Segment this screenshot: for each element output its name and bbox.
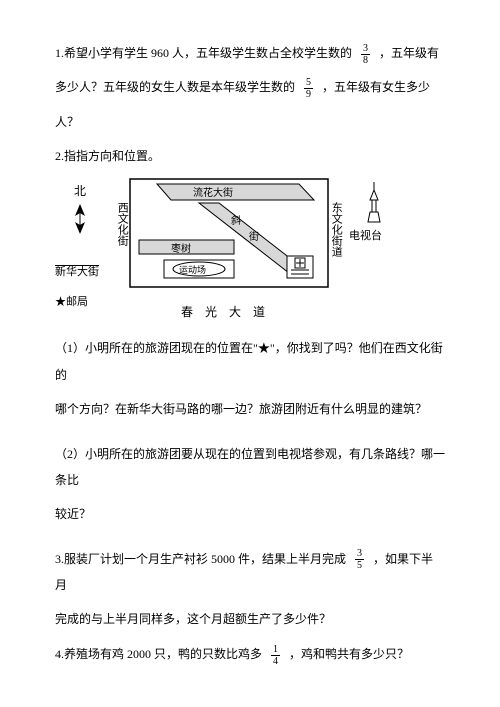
compass-icon bbox=[67, 204, 93, 234]
q1-text2: ，五年级有 bbox=[379, 46, 439, 60]
q1-text3: 多少人？五年级的女生人数是本年级学生数的 bbox=[55, 80, 295, 94]
q4-text2: ，鸡和鸭共有多少只？ bbox=[289, 647, 409, 661]
q1-line1: 1.希望小学有学生 960 人，五年级学生数占全校学生数的 3 8 ，五年级有 bbox=[55, 40, 445, 66]
map-diagram: 北 新华大街 ★邮局 西文化街 bbox=[55, 178, 445, 326]
compass: 北 bbox=[55, 178, 105, 234]
map-center: 西文化街 bbox=[115, 178, 343, 326]
west-culture-street: 西文化街 bbox=[115, 202, 129, 250]
q4-text1: 4.养殖场有鸡 2000 只，鸭的只数比鸡多 bbox=[55, 647, 262, 661]
left-labels: 新华大街 ★邮局 bbox=[55, 260, 115, 314]
q3-line1: 3.服装厂计划一个月生产衬衫 5000 件，结果上半月完成 3 5 ，如果下半月 bbox=[55, 546, 445, 599]
zaoshu-label: 枣树 bbox=[171, 239, 191, 261]
q1-line3: 人？ bbox=[55, 109, 445, 135]
q1-text4: ，五年级有女生多少 bbox=[322, 80, 430, 94]
post-office: ★邮局 bbox=[55, 290, 115, 314]
q2-sub2b: 较近？ bbox=[55, 501, 445, 527]
q4-line1: 4.养殖场有鸡 2000 只，鸭的只数比鸡多 1 4 ，鸡和鸭共有多少只？ bbox=[55, 641, 445, 667]
east-culture-street: 东文化街道 bbox=[329, 202, 343, 261]
q1-text1: 1.希望小学有学生 960 人，五年级学生数占全校学生数的 bbox=[55, 46, 352, 60]
q2-sub2a: （2）小明所在的旅游团要从现在的位置到电视塔参观，有几条路线？哪一条比 bbox=[55, 441, 445, 494]
q1-fraction1: 3 8 bbox=[361, 43, 370, 66]
map-left-column: 北 新华大街 ★邮局 bbox=[55, 178, 115, 315]
right-labels: 电视台 bbox=[349, 182, 399, 248]
jie-label: 街 bbox=[249, 227, 259, 249]
q2-sub1b: 哪个方向？在新华大街马路的哪一边？旅游团附近有什么明显的建筑？ bbox=[55, 396, 445, 422]
q1-line2: 多少人？五年级的女生人数是本年级学生数的 5 9 ，五年级有女生多少 bbox=[55, 74, 445, 100]
tv-tower-icon bbox=[362, 182, 386, 224]
q3-line2: 完成的与上半月同样多，这个月超额生产了多少件？ bbox=[55, 606, 445, 632]
q2-sub1a: （1）小明所在的旅游团现在的位置在"★"，你找到了吗？他们在西文化街的 bbox=[55, 335, 445, 388]
liuhua-label: 流花大街 bbox=[193, 183, 233, 205]
compass-label: 北 bbox=[55, 178, 105, 204]
tv-station-label: 电视台 bbox=[349, 224, 399, 248]
xie-label: 斜 bbox=[231, 211, 241, 233]
q3-text1: 3.服装厂计划一个月生产衬衫 5000 件，结果上半月完成 bbox=[55, 552, 346, 566]
map-box: 流花大街 斜 街 枣树 运动场 bbox=[129, 178, 329, 297]
xinhua-street: 新华大街 bbox=[55, 260, 115, 284]
q2-title: 2.指指方向和位置。 bbox=[55, 143, 445, 169]
q1-fraction2: 5 9 bbox=[304, 77, 313, 100]
q4-fraction: 1 4 bbox=[271, 644, 280, 667]
q3-fraction: 3 5 bbox=[355, 548, 364, 571]
yundong-label: 运动场 bbox=[179, 261, 206, 281]
chunguang-road: 春光大道 bbox=[115, 299, 343, 325]
